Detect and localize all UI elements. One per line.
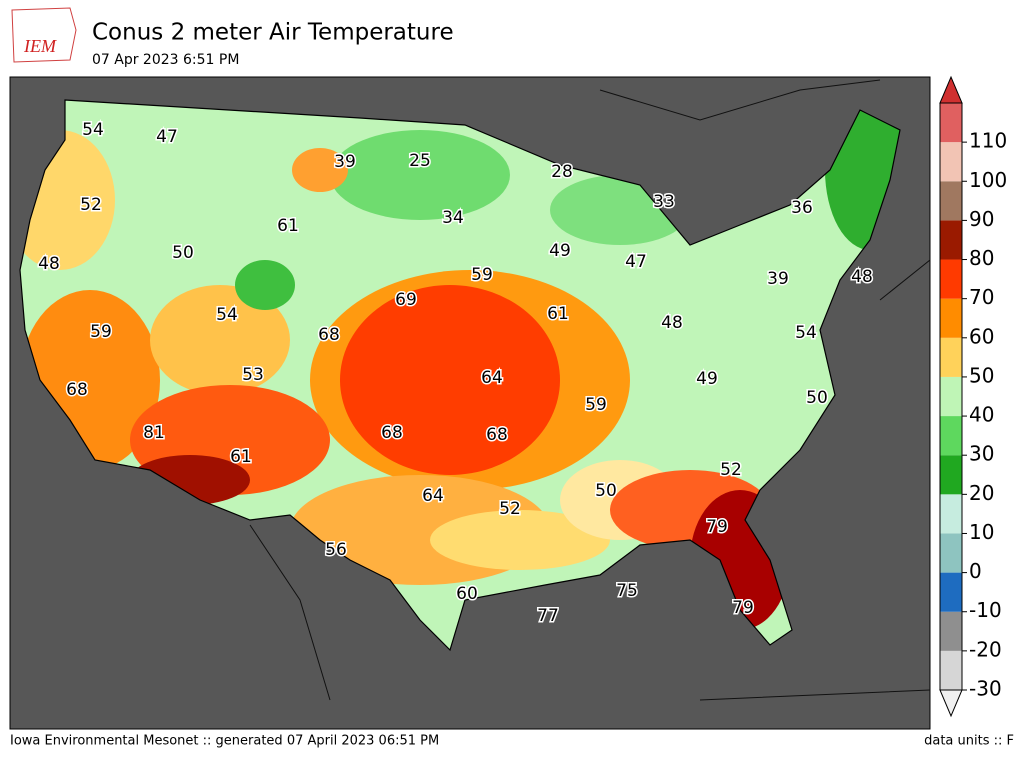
- colorbar-tick-label: 0: [969, 559, 982, 583]
- station-value: 79: [732, 598, 754, 618]
- colorbar-tick-label: -10: [969, 598, 1002, 622]
- station-value: 68: [66, 380, 88, 400]
- station-value: 59: [471, 265, 493, 285]
- colorbar-band: [940, 611, 962, 651]
- station-value: 77: [537, 606, 559, 626]
- station-value: 75: [616, 581, 638, 601]
- station-value: 52: [80, 195, 102, 215]
- station-value: 53: [242, 365, 264, 385]
- station-value: 61: [547, 304, 569, 324]
- colorbar-tick-label: 60: [969, 324, 994, 348]
- colorbar-band: [940, 103, 962, 143]
- colorbar-band: [940, 494, 962, 534]
- station-value: 34: [442, 208, 464, 228]
- station-value: 60: [456, 584, 478, 604]
- footer-left: Iowa Environmental Mesonet :: generated …: [10, 734, 439, 749]
- colorbar-tick-label: 30: [969, 442, 994, 466]
- station-value: 49: [549, 241, 571, 261]
- station-value: 39: [334, 152, 356, 172]
- station-value: 69: [395, 290, 417, 310]
- station-value: 54: [82, 120, 104, 140]
- logo-text: IEM: [23, 36, 57, 56]
- station-value: 48: [661, 313, 683, 333]
- station-value: 50: [595, 481, 617, 501]
- station-value: 68: [381, 423, 403, 443]
- station-value: 28: [551, 162, 573, 182]
- colorbar-band: [940, 259, 962, 299]
- station-value: 33: [653, 192, 675, 212]
- station-value: 47: [625, 252, 647, 272]
- colorbar-band: [940, 650, 962, 690]
- station-value: 59: [90, 322, 112, 342]
- colorbar-band: [940, 220, 962, 260]
- colorbar-under: [939, 689, 963, 718]
- colorbar-tick-label: 20: [969, 481, 994, 505]
- colorbar-band: [940, 416, 962, 456]
- station-value: 36: [791, 198, 813, 218]
- station-value: 54: [795, 323, 817, 343]
- footer-right: data units :: F: [924, 734, 1014, 749]
- colorbar-band: [940, 142, 962, 182]
- station-value: 68: [318, 325, 340, 345]
- colorbar-tick-label: 100: [969, 168, 1007, 192]
- station-value: 47: [156, 127, 178, 147]
- colorbar-tick-label: 90: [969, 207, 994, 231]
- station-value: 39: [767, 269, 789, 289]
- station-value: 48: [38, 254, 60, 274]
- station-value: 52: [499, 499, 521, 519]
- subtitle: 07 Apr 2023 6:51 PM: [92, 52, 239, 68]
- colorbar-band: [940, 572, 962, 612]
- station-value: 81: [143, 423, 165, 443]
- colorbar-tick-label: 70: [969, 285, 994, 309]
- colorbar-tick-label: 50: [969, 363, 994, 387]
- station-value: 64: [481, 368, 503, 388]
- station-value: 61: [230, 447, 252, 467]
- station-value: 68: [486, 425, 508, 445]
- coastline: [249, 79, 931, 701]
- station-value: 56: [325, 540, 347, 560]
- station-value: 59: [585, 395, 607, 415]
- colorbar-band: [940, 455, 962, 495]
- colorbar-tick-label: 80: [969, 246, 994, 270]
- colorbar-band: [940, 533, 962, 573]
- station-value: 61: [277, 216, 299, 236]
- station-value: 50: [172, 243, 194, 263]
- colorbar-tick-label: -20: [969, 637, 1002, 661]
- station-value: 48: [851, 267, 873, 287]
- colorbar-band: [940, 181, 962, 221]
- station-value: 54: [216, 305, 238, 325]
- colorbar-tick-label: 110: [969, 129, 1007, 153]
- station-value: 25: [409, 151, 431, 171]
- colorbar-tick-label: -30: [969, 677, 1002, 701]
- logo: IEM: [11, 7, 77, 63]
- title: Conus 2 meter Air Temperature: [92, 20, 454, 46]
- colorbar-tick-label: 10: [969, 520, 994, 544]
- colorbar-outline: [939, 102, 963, 691]
- station-value: 50: [806, 388, 828, 408]
- station-value: 52: [720, 460, 742, 480]
- colorbar-band: [940, 298, 962, 338]
- station-value: 49: [696, 369, 718, 389]
- colorbar-band: [940, 376, 962, 417]
- colorbar: -30 -20 -10 0 10 20 30 40 50 60 70 80 90 100 110: [939, 75, 1007, 718]
- station-labels: 54 47 39 25 28 33 36 52 61 34 59 49 47 48 50 54 68 69 61 48…: [37, 119, 875, 628]
- colorbar-tick-label: 40: [969, 403, 994, 427]
- station-value: 64: [422, 486, 444, 506]
- colorbar-over: [939, 75, 963, 104]
- colorbar-band: [940, 337, 962, 377]
- station-value: 79: [706, 517, 728, 537]
